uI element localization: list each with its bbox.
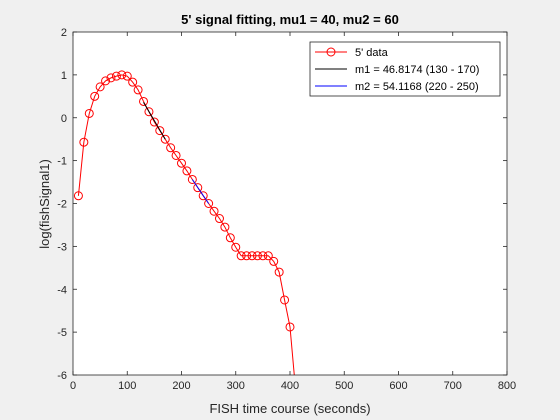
- data-point: [214, 214, 224, 224]
- chart-title: 5' signal fitting, mu1 = 40, mu2 = 60: [181, 12, 399, 27]
- data-point: [166, 143, 176, 153]
- y-tick-label: -4: [57, 284, 67, 296]
- x-axis-ticks: 0 100 200 300 400 500 600 700 800: [70, 32, 516, 392]
- data-point: [90, 91, 100, 101]
- y-tick-label: -1: [57, 156, 67, 168]
- data-point: [198, 191, 208, 201]
- y-tick-label: -3: [57, 241, 67, 253]
- y-tick-label: 2: [61, 27, 67, 39]
- legend: 5' data m1 = 46.8174 (130 - 170) m2 = 54…: [309, 41, 501, 97]
- legend-label-m2: m2 = 54.1168 (220 - 250): [355, 81, 479, 93]
- data-point: [285, 322, 295, 332]
- y-tick-label: -6: [57, 370, 67, 382]
- x-tick-label: 800: [498, 380, 516, 392]
- y-tick-label: 0: [61, 113, 67, 125]
- data-point: [79, 137, 89, 147]
- data-point: [106, 73, 116, 83]
- data-point: [128, 77, 138, 87]
- data-point: [160, 134, 170, 144]
- data-point: [263, 251, 273, 261]
- data-point: [269, 256, 279, 266]
- x-tick-label: 500: [335, 380, 353, 392]
- x-tick-label: 700: [444, 380, 462, 392]
- plot-area: [73, 70, 295, 375]
- data-point: [84, 108, 94, 118]
- data-point: [133, 85, 143, 95]
- data-point: [204, 199, 214, 208]
- data-point: [117, 70, 127, 80]
- x-tick-label: 100: [118, 380, 136, 392]
- y-tick-label: 1: [61, 70, 67, 82]
- x-tick-label: 300: [227, 380, 245, 392]
- data-point: [177, 158, 186, 168]
- data-point: [280, 295, 290, 305]
- x-tick-label: 600: [389, 380, 407, 392]
- data-point: [258, 251, 268, 261]
- x-tick-label: 400: [281, 380, 299, 392]
- data-point: [187, 174, 197, 184]
- legend-label-m1: m1 = 46.8174 (130 - 170): [355, 64, 479, 76]
- data-point: [122, 71, 132, 81]
- data-point: [111, 71, 121, 81]
- x-tick-label: 200: [172, 380, 190, 392]
- data-point: [247, 251, 257, 261]
- series-line-2: [191, 179, 210, 204]
- data-point: [144, 107, 154, 117]
- legend-label-5prime-data: 5' data: [355, 47, 389, 59]
- data-point: [155, 126, 165, 136]
- data-point: [231, 242, 241, 252]
- data-point: [73, 191, 83, 201]
- data-point: [139, 96, 149, 106]
- data-point: [193, 183, 203, 193]
- data-point: [220, 222, 230, 232]
- data-point: [209, 206, 219, 216]
- data-point: [252, 251, 262, 261]
- data-point: [236, 251, 246, 261]
- data-point: [101, 76, 111, 86]
- y-tick-label: -2: [57, 199, 67, 211]
- data-point: [95, 82, 105, 92]
- data-point: [171, 150, 181, 160]
- data-point: [225, 233, 235, 243]
- series-line-1: [143, 102, 166, 140]
- x-tick-label: 0: [70, 380, 76, 392]
- data-point: [182, 166, 192, 176]
- x-axis-label: FISH time course (seconds): [209, 401, 370, 416]
- y-tick-label: -5: [57, 327, 67, 339]
- y-axis-label: log(fishSignal1): [37, 159, 52, 249]
- y-axis-ticks: -6 -5 -4 -3 -2 -1 0 1 2: [57, 27, 507, 382]
- legend-marker-5prime-data: [326, 47, 336, 57]
- data-point: [274, 267, 284, 277]
- data-point: [242, 251, 252, 261]
- data-point: [149, 117, 159, 127]
